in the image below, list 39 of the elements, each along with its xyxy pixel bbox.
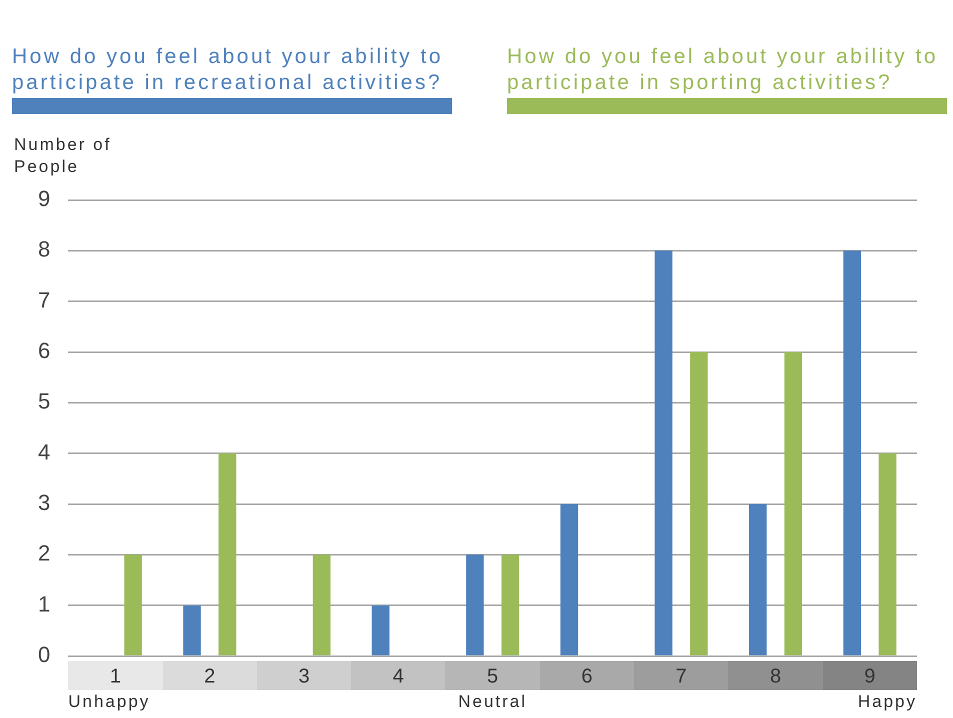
x-tick-label: 9 (864, 666, 876, 688)
bar (312, 554, 331, 656)
text: Unhappy (68, 692, 150, 712)
y-tick-label: 9 (38, 186, 50, 212)
bar (843, 250, 862, 656)
y-tick-label: 1 (38, 591, 50, 616)
x-tick-label: 8 (770, 666, 782, 688)
y-tick-label: 3 (38, 490, 50, 516)
x-tick-label: 4 (392, 666, 404, 688)
y-tick-label: 7 (38, 287, 50, 312)
bar (654, 250, 672, 656)
x-tick-label: 6 (581, 666, 592, 688)
bar (466, 554, 484, 656)
x-tick-label: 2 (204, 666, 216, 688)
text: How do you feel about your ability to participate in sporting activities? (507, 44, 940, 96)
x-tick-label: 7 (676, 666, 687, 688)
bar (218, 453, 236, 656)
y-tick-label: 4 (38, 439, 50, 464)
y-tick-label: 2 (38, 540, 50, 566)
x-tick-label: 1 (110, 666, 121, 688)
y-tick-label: 0 (38, 642, 50, 668)
text: Neutral (458, 692, 528, 712)
bar (560, 504, 578, 656)
bar (372, 605, 390, 656)
bar (183, 605, 201, 656)
y-tick-label: 8 (38, 236, 50, 262)
bar (784, 352, 802, 656)
x-tick-label: 5 (487, 666, 498, 688)
bar (749, 504, 767, 656)
bar (124, 554, 142, 656)
y-tick-label: 6 (38, 338, 50, 364)
bar (878, 453, 896, 656)
bar (501, 554, 520, 656)
text: How do you feel about your ability to participate in recreational activities? (12, 44, 444, 96)
x-tick-label: 3 (298, 666, 310, 688)
y-axis-title: Number of People (14, 134, 112, 178)
text: Happy (858, 692, 917, 712)
bar (690, 352, 708, 656)
y-tick-label: 5 (38, 388, 50, 414)
